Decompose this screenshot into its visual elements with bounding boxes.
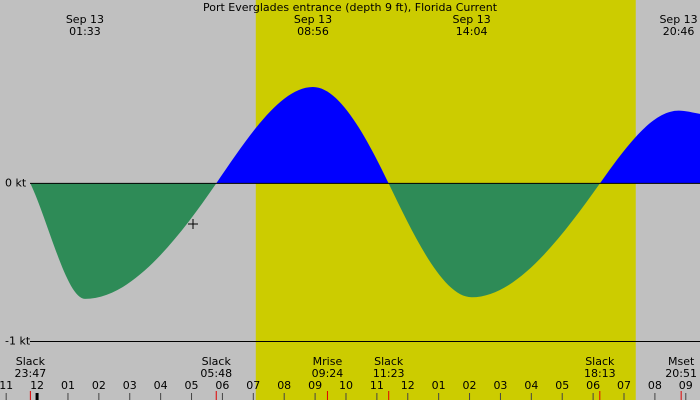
top-time-label: 14:04 <box>456 25 488 38</box>
x-tick-label: 01 <box>432 379 446 392</box>
x-tick-label: 09 <box>308 379 322 392</box>
x-tick-label: 12 <box>30 379 44 392</box>
event-time: 11:23 <box>373 367 405 380</box>
event-time: 09:24 <box>312 367 344 380</box>
x-tick-label: 03 <box>493 379 507 392</box>
x-tick-label: 04 <box>524 379 538 392</box>
top-time-label: 08:56 <box>297 25 329 38</box>
x-tick-label: 11 <box>0 379 13 392</box>
x-tick-label: 06 <box>586 379 600 392</box>
flood-area <box>30 86 700 184</box>
x-tick-label: 07 <box>246 379 260 392</box>
x-tick-label: 09 <box>679 379 693 392</box>
event-label: Slack <box>202 355 232 368</box>
ebb-area <box>30 183 600 299</box>
x-tick-label: 11 <box>370 379 384 392</box>
x-tick-label: 08 <box>277 379 291 392</box>
event-time: 23:47 <box>15 367 47 380</box>
event-label: Mset <box>668 355 695 368</box>
top-date-label: Sep 13 <box>294 13 332 26</box>
y-tick-label: -1 kt <box>5 335 31 348</box>
cursor-cross <box>188 219 198 229</box>
x-tick-label: 12 <box>401 379 415 392</box>
x-tick-label: 06 <box>215 379 229 392</box>
x-tick-label: 05 <box>185 379 199 392</box>
y-tick-label: 0 kt <box>5 176 27 189</box>
event-label: Slack <box>16 355 46 368</box>
x-tick-label: 03 <box>123 379 137 392</box>
top-date-label: Sep 13 <box>66 13 104 26</box>
x-tick-label: 01 <box>61 379 75 392</box>
x-tick-label: 07 <box>617 379 631 392</box>
event-label: Mrise <box>313 355 343 368</box>
top-time-label: 01:33 <box>69 25 101 38</box>
event-time: 20:51 <box>665 367 697 380</box>
x-tick-label: 08 <box>648 379 662 392</box>
x-tick-label: 05 <box>555 379 569 392</box>
top-time-label: 20:46 <box>663 25 695 38</box>
event-time: 05:48 <box>200 367 232 380</box>
x-tick-label: 04 <box>154 379 168 392</box>
x-tick-label: 10 <box>339 379 353 392</box>
x-tick-label: 02 <box>92 379 106 392</box>
x-tick-label: 02 <box>463 379 477 392</box>
event-label: Slack <box>374 355 404 368</box>
chart-title: Port Everglades entrance (depth 9 ft), F… <box>203 1 498 14</box>
event-time: 18:13 <box>584 367 616 380</box>
event-label: Slack <box>585 355 615 368</box>
top-date-label: Sep 13 <box>452 13 490 26</box>
top-date-label: Sep 13 <box>659 13 697 26</box>
